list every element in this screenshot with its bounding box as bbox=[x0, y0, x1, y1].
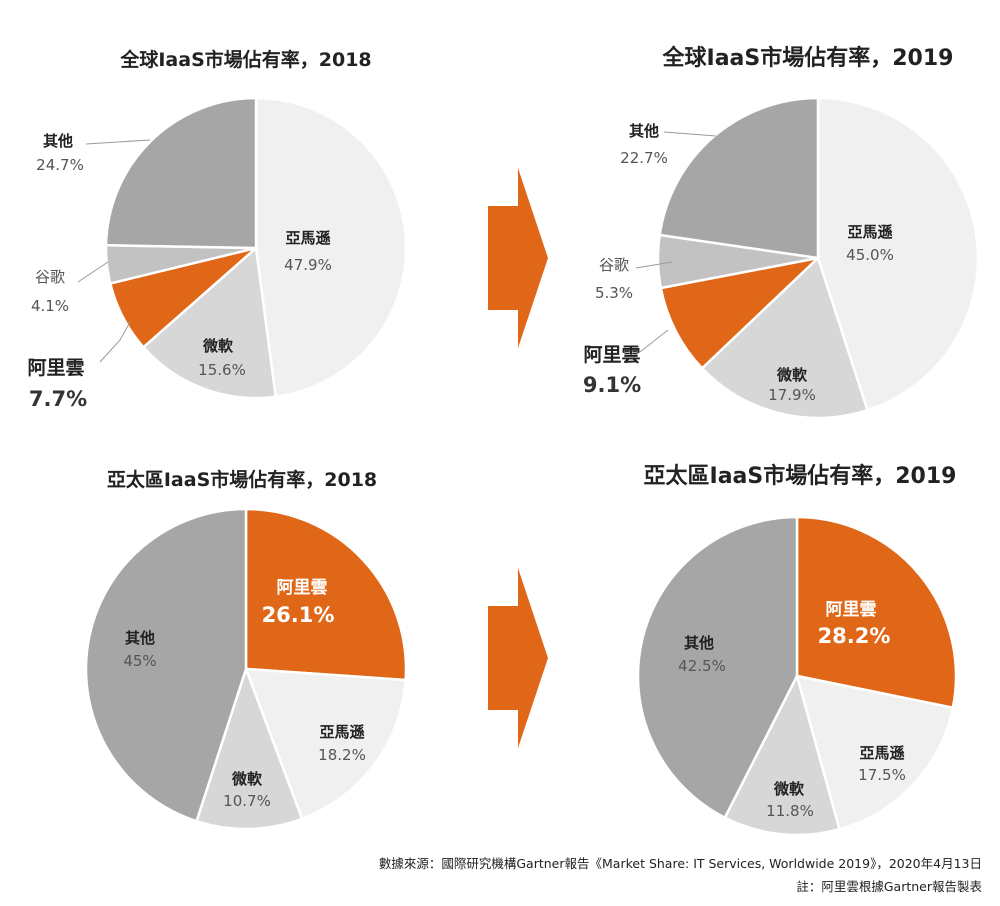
slice-label: 微軟 bbox=[773, 780, 805, 798]
slice-value: 47.9% bbox=[284, 256, 332, 274]
slice-label: 阿里雲 bbox=[826, 600, 877, 620]
pie-slice bbox=[244, 507, 408, 682]
pie-slice bbox=[194, 665, 304, 831]
slice-value: 10.7% bbox=[223, 792, 271, 810]
pie-slice bbox=[816, 96, 980, 412]
slice-label: 亞馬遜 bbox=[847, 223, 892, 241]
slice-value: 22.7% bbox=[620, 149, 668, 167]
slice-value: 15.6% bbox=[198, 361, 246, 379]
slice-value: 17.5% bbox=[858, 766, 906, 784]
pie-slice bbox=[254, 96, 408, 399]
leader-line bbox=[99, 321, 131, 363]
footnote: 註：阿里雲根據Gartner報告製表 bbox=[796, 879, 982, 894]
slice-label: 其他 bbox=[629, 122, 659, 140]
pie-slice bbox=[104, 96, 258, 250]
source-note: 數據來源：國際研究機構Gartner報告《Market Share: IT Se… bbox=[378, 856, 982, 871]
pie-slice bbox=[795, 515, 958, 710]
leader-line bbox=[639, 329, 669, 353]
pie-slice bbox=[700, 255, 870, 420]
right-arrow-icon bbox=[488, 568, 548, 748]
leader-line bbox=[77, 261, 109, 283]
pie-global-2018: 全球IaaS市場佔有率，2018 亞馬遜 47.9% 微軟 15.6% 阿里雲 7.7% 谷歌… bbox=[27, 48, 408, 411]
slice-value: 11.8% bbox=[766, 802, 814, 820]
slice-value: 17.9% bbox=[768, 386, 816, 404]
chart-title-apac-2019: 亞太區IaaS市場佔有率，2019 bbox=[644, 463, 957, 489]
chart-title-global-2019: 全球IaaS市場佔有率，2019 bbox=[662, 45, 954, 71]
pie-slice bbox=[244, 667, 407, 821]
pie-apac-2018: 亞太區IaaS市場佔有率，2018 阿里雲 26.1% 亞馬遜 18.2% 微軟 10.7%… bbox=[84, 468, 408, 831]
pie-slice bbox=[658, 96, 820, 260]
slice-label: 其他 bbox=[43, 132, 73, 150]
slice-label: 其他 bbox=[684, 634, 714, 652]
slice-value: 45% bbox=[123, 652, 156, 670]
pie-slice bbox=[659, 255, 822, 371]
pie-apac-2019: 亞太區IaaS市場佔有率，2019 阿里雲 28.2% 亞馬遜 17.5% 微軟 11.8%… bbox=[636, 463, 958, 837]
pie-slice bbox=[84, 507, 248, 823]
slice-label: 阿里雲 bbox=[583, 344, 640, 366]
slice-label: 亞馬遜 bbox=[319, 723, 364, 741]
slice-value: 45.0% bbox=[846, 246, 894, 264]
slice-label: 亞馬遜 bbox=[859, 744, 904, 762]
slice-value: 18.2% bbox=[318, 746, 366, 764]
slice-value: 24.7% bbox=[36, 156, 84, 174]
pie-slice bbox=[723, 672, 841, 837]
slice-value: 28.2% bbox=[818, 624, 891, 648]
slice-value: 4.1% bbox=[31, 297, 69, 315]
slice-label: 亞馬遜 bbox=[285, 229, 330, 247]
leader-line bbox=[85, 139, 151, 145]
chart-title-apac-2018: 亞太區IaaS市場佔有率，2018 bbox=[107, 468, 377, 491]
slice-label: 微軟 bbox=[231, 770, 263, 788]
pie-slice bbox=[795, 674, 955, 831]
slice-label: 阿里雲 bbox=[27, 357, 84, 379]
slice-label: 谷歌 bbox=[599, 256, 629, 274]
slice-label: 其他 bbox=[125, 629, 155, 647]
slice-value: 42.5% bbox=[678, 657, 726, 675]
slice-value: 5.3% bbox=[595, 284, 633, 302]
slice-label: 谷歌 bbox=[35, 268, 65, 286]
pie-slice bbox=[636, 515, 799, 820]
chart-title-global-2018: 全球IaaS市場佔有率，2018 bbox=[119, 48, 371, 71]
pie-global-2019: 全球IaaS市場佔有率，2019 亞馬遜 45.0% 微軟 17.9% 阿里雲 9.1% 谷歌… bbox=[583, 45, 980, 420]
slice-label: 微軟 bbox=[776, 366, 808, 384]
slice-label: 微軟 bbox=[202, 337, 234, 355]
slice-value: 26.1% bbox=[262, 603, 335, 627]
right-arrow-icon bbox=[488, 168, 548, 348]
leader-line bbox=[635, 261, 673, 269]
pie-slice bbox=[141, 245, 278, 400]
slice-label: 阿里雲 bbox=[277, 578, 328, 598]
slice-value: 7.7% bbox=[29, 387, 87, 411]
slice-value: 9.1% bbox=[583, 373, 641, 397]
leader-line bbox=[663, 131, 717, 137]
